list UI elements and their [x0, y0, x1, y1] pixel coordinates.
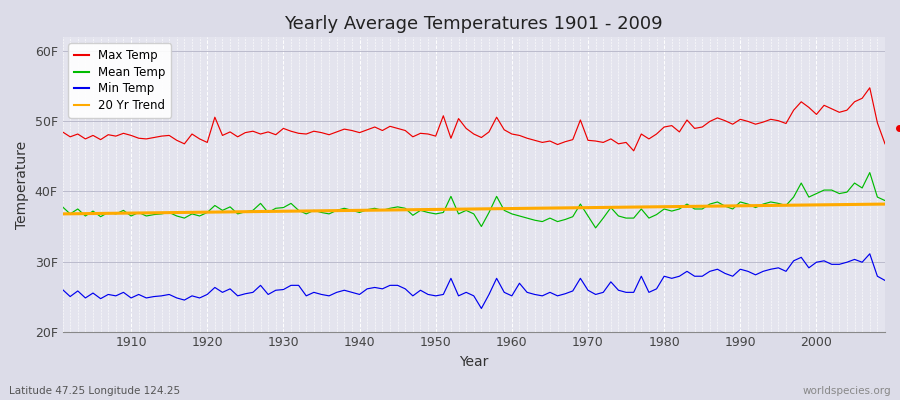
Text: Latitude 47.25 Longitude 124.25: Latitude 47.25 Longitude 124.25 [9, 386, 180, 396]
X-axis label: Year: Year [459, 355, 489, 369]
Text: worldspecies.org: worldspecies.org [803, 386, 891, 396]
Legend: Max Temp, Mean Temp, Min Temp, 20 Yr Trend: Max Temp, Mean Temp, Min Temp, 20 Yr Tre… [68, 43, 171, 118]
Y-axis label: Temperature: Temperature [15, 140, 29, 228]
Title: Yearly Average Temperatures 1901 - 2009: Yearly Average Temperatures 1901 - 2009 [284, 15, 663, 33]
